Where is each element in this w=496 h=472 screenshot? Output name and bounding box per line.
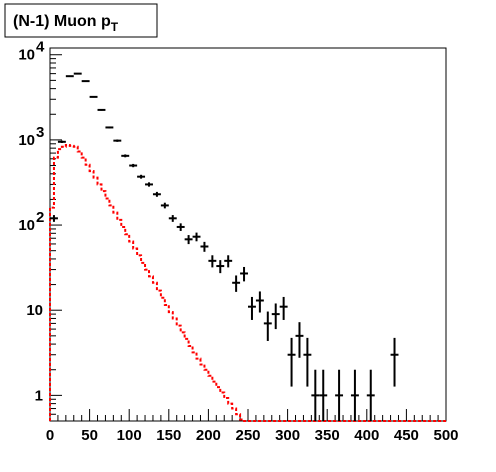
data-point [160,202,169,209]
data-point [176,223,185,231]
title-frame [4,3,158,38]
data-point [271,303,280,330]
y-tick-exponent: 4 [36,39,45,56]
black-points-series [50,72,399,421]
y-tick-exponent: 2 [36,209,44,226]
x-tick-label: 400 [354,427,379,444]
data-point [81,80,90,83]
data-point [255,291,264,313]
data-point [145,182,153,187]
y-tick-label: 1 [35,387,43,404]
data-point [224,255,233,268]
data-point [168,215,177,222]
data-point [57,140,66,144]
chart-title: (N-1) Muon pT [13,13,119,34]
data-point [263,311,272,341]
data-point [192,232,201,242]
data-point [319,369,328,421]
data-point [184,235,193,245]
data-point [65,75,74,78]
data-point [350,369,359,421]
title-box: (N-1) Muon pT [4,3,158,38]
y-tick-label: 10 [18,132,35,149]
data-point [248,296,256,320]
data-point [279,296,288,320]
x-axis: 0 50 100 150 200 250 300 350 400 450 500 [46,409,459,444]
data-point [105,126,114,129]
data-point [287,337,296,387]
chart-title-subscript: T [111,20,119,34]
data-point [390,337,399,387]
x-tick-label: 300 [275,427,300,444]
data-point [295,322,304,358]
data-point [208,255,217,268]
x-tick-label: 150 [156,427,181,444]
data-point [311,369,320,421]
x-tick-label: 50 [81,427,98,444]
x-tick-label: 200 [196,427,221,444]
data-point [303,337,312,387]
data-point [129,163,138,168]
x-tick-label: 250 [235,427,260,444]
data-point [216,260,225,274]
data-point [232,275,241,292]
data-point [121,154,130,158]
x-tick-label: 350 [315,427,340,444]
x-tick-label: 500 [433,427,458,444]
red-histogram-line [49,144,446,422]
x-tick-label: 0 [46,427,54,444]
y-tick-label: 10 [18,217,35,234]
data-point [89,95,98,98]
data-point [50,215,58,222]
data-point [73,72,82,75]
data-point [366,369,375,421]
x-tick-label: 100 [117,427,142,444]
y-tick-exponent: 3 [36,124,44,141]
y-tick-label: 10 [18,47,35,64]
x-tick-label: 450 [394,427,419,444]
data-point [240,266,248,282]
data-point [335,369,344,421]
red-histogram-series [49,144,446,422]
y-tick-label: 10 [26,302,43,319]
data-point [137,174,146,179]
data-point [152,191,161,197]
data-point [113,139,122,142]
data-point [97,108,106,111]
data-point [200,241,209,252]
plot-frame [49,47,447,422]
